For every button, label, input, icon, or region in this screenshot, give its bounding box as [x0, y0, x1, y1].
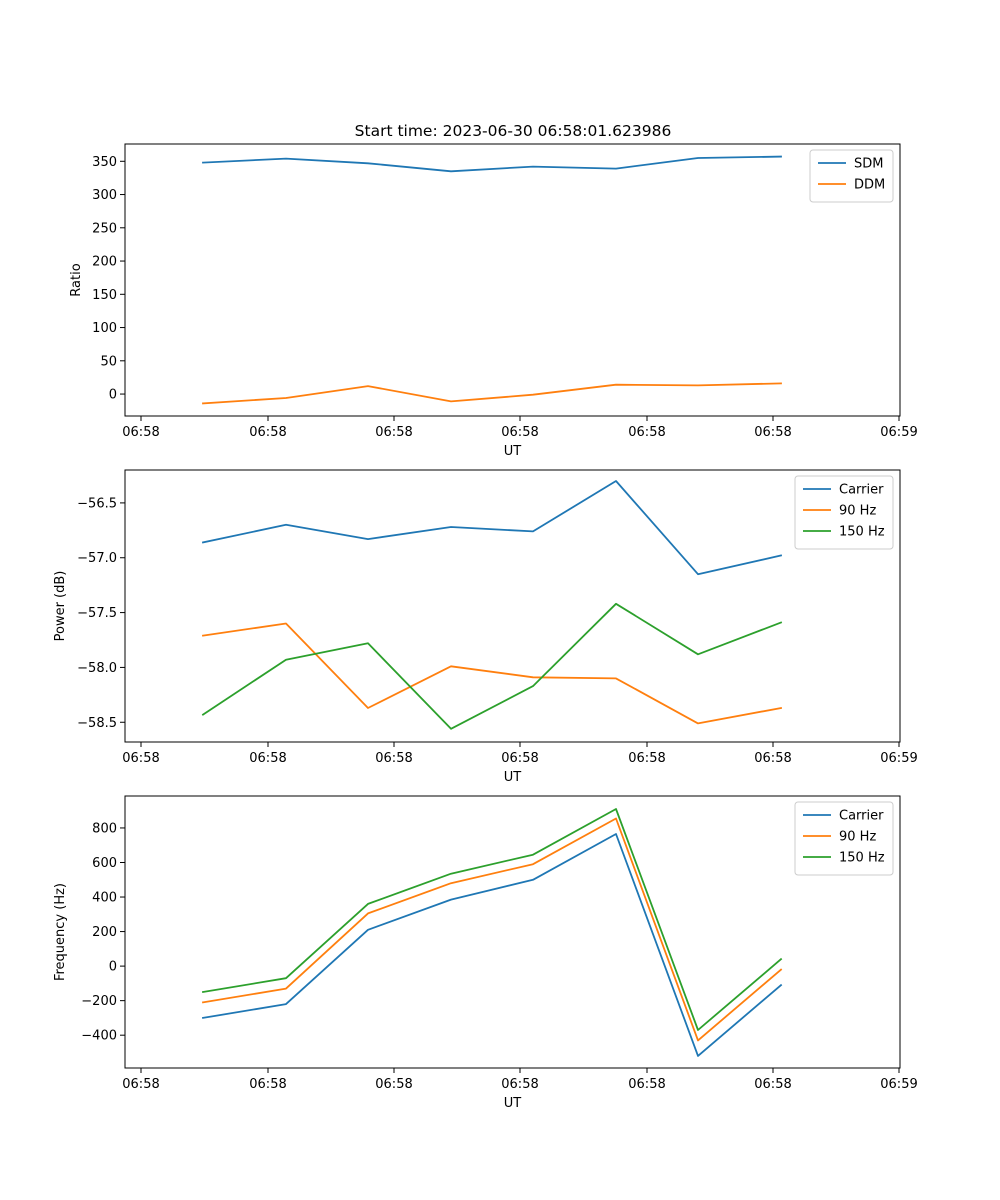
x-tick-label: 06:59 — [880, 425, 917, 440]
y-tick-label: −57.5 — [77, 606, 117, 621]
y-tick-label: −58.5 — [77, 716, 117, 731]
y-tick-label: 150 — [92, 288, 117, 303]
x-axis-label: UT — [504, 770, 522, 785]
legend-label: SDM — [854, 157, 883, 172]
x-tick-label: 06:58 — [249, 1077, 286, 1092]
x-tick-label: 06:58 — [249, 425, 286, 440]
chart-panel-3: 06:58 06:58 06:58 06:58 06:58 06:58 06:59 −400 −… — [53, 795, 918, 1111]
series-line-carrier — [201, 480, 783, 576]
y-tick-label: −58.0 — [77, 661, 117, 676]
legend-label: Carrier — [839, 483, 884, 498]
figure-title: Start time: 2023-06-30 06:58:01.623986 — [355, 122, 672, 140]
y-tick-label: 50 — [100, 354, 117, 369]
y-tick-label: 100 — [92, 321, 117, 336]
series-line-150-hz — [201, 602, 783, 730]
series-line-ddm — [202, 382, 782, 405]
legend-label: 90 Hz — [839, 830, 876, 845]
legend-label: 90 Hz — [839, 504, 876, 519]
legend-label: DDM — [854, 178, 885, 193]
y-tick-label: 400 — [92, 891, 117, 906]
y-tick-label: −57.0 — [77, 551, 117, 566]
x-tick-label: 06:58 — [628, 425, 665, 440]
y-tick-label: 800 — [92, 821, 117, 836]
series-line-90-hz — [201, 622, 783, 725]
x-tick-label: 06:59 — [880, 1077, 917, 1092]
series-line-carrier — [201, 833, 783, 1057]
legend: Carrier 90 Hz 150 Hz — [794, 475, 894, 550]
chart-panel-2: 06:58 06:58 06:58 06:58 06:58 06:58 06:59 −56.5… — [53, 469, 918, 785]
x-tick-label: 06:58 — [628, 1077, 665, 1092]
x-tick-label: 06:58 — [628, 751, 665, 766]
y-axis-label: Ratio — [69, 263, 84, 296]
plot-frame — [124, 795, 901, 1069]
y-axis-label: Frequency (Hz) — [53, 883, 68, 981]
y-tick-label: −400 — [81, 1029, 117, 1044]
x-tick-label: 06:58 — [501, 1077, 538, 1092]
legend-label: 150 Hz — [839, 851, 885, 866]
legend-label: Carrier — [839, 809, 884, 824]
x-tick-label: 06:58 — [375, 1077, 412, 1092]
x-tick-label: 06:58 — [501, 751, 538, 766]
y-axis-label: Power (dB) — [53, 571, 68, 642]
x-tick-label: 06:58 — [375, 751, 412, 766]
x-tick-label: 06:58 — [122, 751, 159, 766]
y-tick-label: 200 — [92, 925, 117, 940]
legend: Carrier 90 Hz 150 Hz — [794, 801, 894, 876]
y-tick-label: −56.5 — [77, 496, 117, 511]
series-line-sdm — [202, 155, 782, 173]
x-tick-label: 06:58 — [754, 425, 791, 440]
y-tick-label: 300 — [92, 188, 117, 203]
x-tick-label: 06:58 — [754, 751, 791, 766]
y-tick-label: 0 — [109, 960, 117, 975]
plot-frame — [124, 143, 901, 417]
y-tick-label: 0 — [109, 388, 117, 403]
x-axis-label: UT — [504, 444, 522, 459]
y-tick-label: −200 — [81, 994, 117, 1009]
x-tick-label: 06:59 — [880, 751, 917, 766]
chart-panel-1: 06:58 06:58 06:58 06:58 06:58 06:58 06:59 0 50 10… — [69, 143, 918, 459]
y-tick-label: 350 — [92, 155, 117, 170]
x-tick-label: 06:58 — [249, 751, 286, 766]
y-tick-label: 250 — [92, 221, 117, 236]
series-line-150-hz — [201, 808, 783, 1031]
x-tick-label: 06:58 — [501, 425, 538, 440]
plot-frame — [124, 469, 901, 743]
series-line-90-hz — [201, 817, 783, 1042]
x-tick-label: 06:58 — [375, 425, 412, 440]
legend: SDM DDM — [809, 149, 894, 203]
x-tick-label: 06:58 — [122, 1077, 159, 1092]
plots-container: 06:58 06:58 06:58 06:58 06:58 06:58 06:59 0 50 10… — [53, 143, 918, 1111]
y-tick-label: 200 — [92, 255, 117, 270]
x-tick-label: 06:58 — [122, 425, 159, 440]
x-tick-label: 06:58 — [754, 1077, 791, 1092]
y-tick-label: 600 — [92, 856, 117, 871]
x-axis-label: UT — [504, 1096, 522, 1111]
legend-label: 150 Hz — [839, 525, 885, 540]
